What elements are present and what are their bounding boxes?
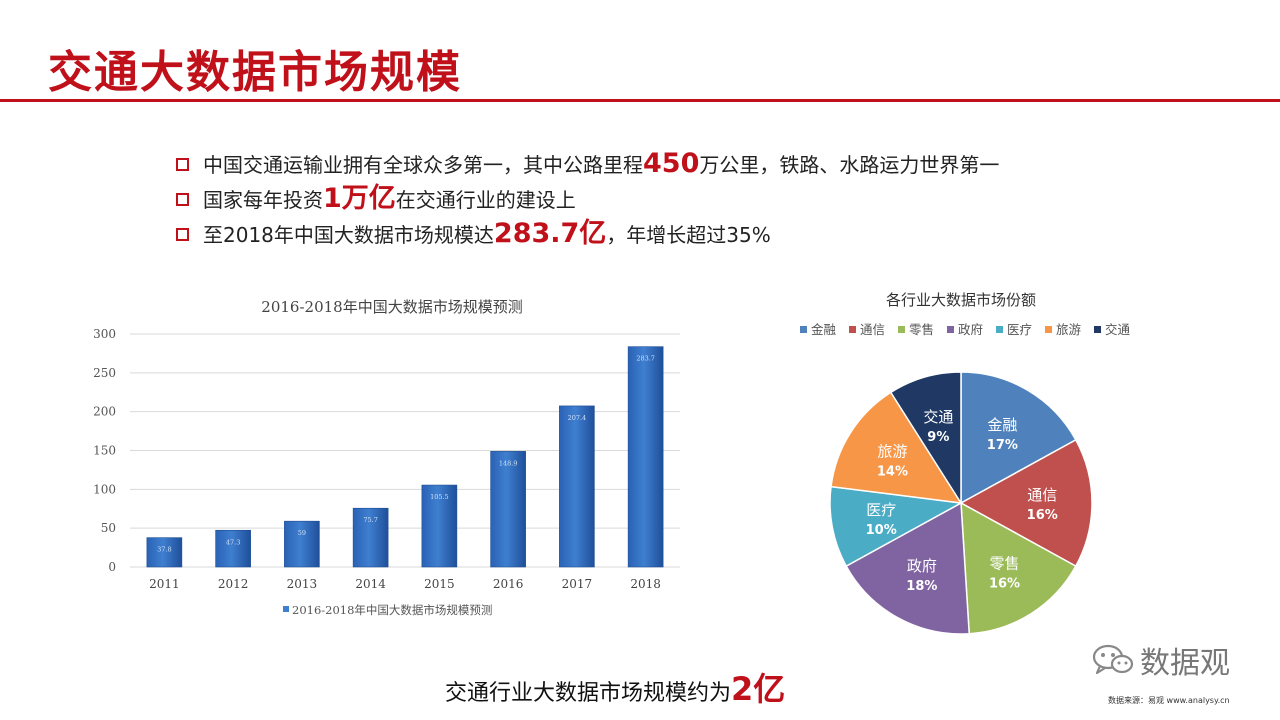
x-tick-label: 2015 <box>424 577 455 591</box>
slice-label: 金融 <box>987 416 1017 434</box>
slice-percent: 17% <box>987 438 1018 453</box>
y-tick-label: 300 <box>93 327 116 341</box>
pie-slice <box>959 438 1093 568</box>
x-tick-label: 2011 <box>149 577 180 591</box>
footer-highlight: 2亿 <box>731 670 786 708</box>
pie-slice <box>845 501 971 635</box>
y-tick-label: 0 <box>108 560 116 574</box>
slice-percent: 18% <box>906 579 937 594</box>
pie-slice <box>960 501 1077 635</box>
title-divider <box>0 99 1280 102</box>
bar <box>284 520 320 568</box>
square-bullet-icon <box>176 158 189 171</box>
legend-swatch <box>996 326 1003 333</box>
slice-label: 交通 <box>923 408 953 426</box>
slice-percent: 9% <box>927 430 949 445</box>
pie-chart: 各行业大数据市场份额 金融 通信 零售 政府 医疗 旅游 交通金融17%通信16%零售16%… <box>800 291 1131 635</box>
y-tick-label: 250 <box>93 366 116 380</box>
bar <box>215 529 251 568</box>
bullet-text: 万公里，铁路、水路运力世界第一 <box>699 153 1000 177</box>
y-tick-label: 50 <box>101 521 116 535</box>
bar <box>146 537 183 568</box>
bullet-text: 中国交通运输业拥有全球众多第一，其中公路里程 <box>203 153 643 177</box>
legend-swatch <box>1045 326 1052 333</box>
x-tick-label: 2017 <box>562 577 593 591</box>
data-label: 105.5 <box>430 493 449 501</box>
slice-percent: 16% <box>1027 508 1058 523</box>
legend-swatch <box>283 606 289 612</box>
bar <box>421 484 458 568</box>
legend-label: 金融 <box>811 322 837 337</box>
bullet-text: ，年增长超过35% <box>606 223 771 247</box>
x-tick-label: 2012 <box>218 577 249 591</box>
pie-slice <box>960 371 1077 505</box>
bullet-text: 至2018年中国大数据市场规模达 <box>203 223 494 247</box>
bar-chart: 2016-2018年中国大数据市场规模预测 0 50 100 150 200 250 300… <box>93 298 680 617</box>
wechat-icon <box>1092 644 1134 675</box>
x-tick-label: 2018 <box>630 577 661 591</box>
bar <box>559 405 595 568</box>
legend-label: 旅游 <box>1056 322 1082 337</box>
legend-swatch <box>849 326 856 333</box>
legend-swatch <box>947 326 954 333</box>
pie-chart-title: 各行业大数据市场份额 <box>886 291 1036 309</box>
x-tick-label: 2014 <box>355 577 386 591</box>
square-bullet-icon <box>176 193 189 206</box>
slice-label: 通信 <box>1027 486 1057 504</box>
y-tick-label: 100 <box>93 482 116 496</box>
slice-label: 零售 <box>990 555 1020 573</box>
legend-label: 零售 <box>909 322 934 337</box>
legend-swatch <box>898 326 905 333</box>
footer-summary: 交通行业大数据市场规模约为2亿 <box>445 664 785 710</box>
slice-percent: 14% <box>877 464 908 479</box>
bullet-text: 在交通行业的建设上 <box>395 188 576 212</box>
slice-percent: 10% <box>866 523 897 538</box>
data-label: 47.3 <box>226 538 240 546</box>
bullet-item: 中国交通运输业拥有全球众多第一，其中公路里程450万公里，铁路、水路运力世界第一 <box>176 146 999 181</box>
bar <box>490 451 526 568</box>
y-tick-label: 150 <box>93 444 116 458</box>
bullet-highlight: 450 <box>643 148 700 179</box>
pie-slice <box>889 371 962 506</box>
legend-swatch <box>800 326 807 333</box>
legend-label: 通信 <box>860 322 885 337</box>
data-label: 37.8 <box>157 546 171 554</box>
slice-label: 政府 <box>907 557 937 575</box>
bullet-text: 国家每年投资 <box>203 188 323 212</box>
wechat-watermark: 数据观 <box>1092 638 1230 682</box>
data-label: 148.9 <box>499 459 518 467</box>
bar <box>627 346 664 568</box>
bullet-item: 至2018年中国大数据市场规模达283.7亿，年增长超过35% <box>176 216 999 251</box>
pie-slice <box>830 391 963 504</box>
x-tick-label: 2016 <box>493 577 524 591</box>
page-title: 交通大数据市场规模 <box>48 47 462 98</box>
legend-label: 交通 <box>1105 322 1131 337</box>
wechat-account-name: 数据观 <box>1140 646 1230 681</box>
y-tick-label: 200 <box>93 405 116 419</box>
data-label: 75.7 <box>363 516 377 524</box>
data-label: 59 <box>298 529 306 537</box>
bar <box>352 507 389 568</box>
square-bullet-icon <box>176 228 189 241</box>
data-label: 207.4 <box>568 414 587 422</box>
slice-label: 医疗 <box>866 501 896 519</box>
bullet-highlight: 1万亿 <box>323 183 396 214</box>
x-tick-label: 2013 <box>287 577 318 591</box>
data-source: 数据来源：易观 www.analysy.cn <box>1108 696 1230 705</box>
legend-label: 2016-2018年中国大数据市场规模预测 <box>292 603 492 617</box>
footer-text: 交通行业大数据市场规模约为 <box>445 681 732 706</box>
bullet-highlight: 283.7亿 <box>493 218 607 249</box>
pie-slice <box>829 485 964 568</box>
legend-swatch <box>1094 326 1101 333</box>
data-label: 283.7 <box>636 355 655 363</box>
slice-label: 旅游 <box>877 442 907 460</box>
bar-chart-title: 2016-2018年中国大数据市场规模预测 <box>261 298 522 316</box>
legend-label: 医疗 <box>1007 322 1032 337</box>
bullet-list: 中国交通运输业拥有全球众多第一，其中公路里程450万公里，铁路、水路运力世界第一… <box>176 146 999 251</box>
legend-label: 政府 <box>958 322 983 337</box>
slice-percent: 16% <box>989 577 1020 592</box>
bullet-item: 国家每年投资1万亿在交通行业的建设上 <box>176 181 999 216</box>
